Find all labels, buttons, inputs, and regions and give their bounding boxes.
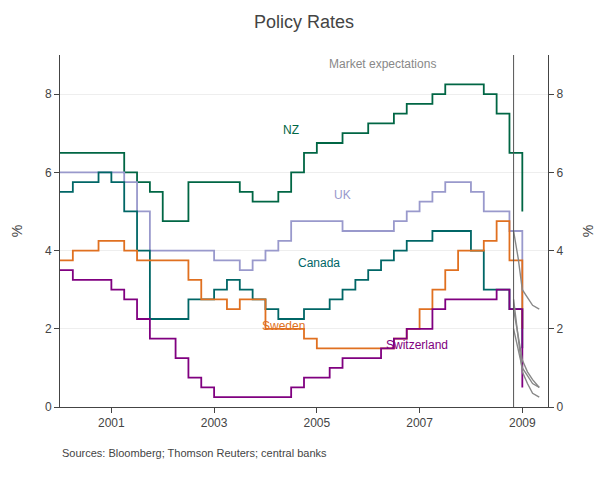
svg-text:0: 0 bbox=[556, 400, 563, 414]
svg-text:Sweden: Sweden bbox=[262, 319, 305, 333]
svg-text:2007: 2007 bbox=[406, 416, 433, 430]
svg-text:2009: 2009 bbox=[509, 416, 536, 430]
svg-text:%: % bbox=[9, 225, 25, 237]
svg-text:6: 6 bbox=[556, 166, 563, 180]
svg-text:8: 8 bbox=[45, 87, 52, 101]
svg-text:Switzerland: Switzerland bbox=[386, 338, 448, 352]
svg-text:4: 4 bbox=[556, 244, 563, 258]
svg-text:Policy Rates: Policy Rates bbox=[254, 12, 354, 32]
svg-text:Sources: Bloomberg; Thomson Re: Sources: Bloomberg; Thomson Reuters; cen… bbox=[62, 447, 327, 459]
svg-text:2001: 2001 bbox=[98, 416, 125, 430]
svg-text:UK: UK bbox=[334, 188, 351, 202]
svg-text:4: 4 bbox=[45, 244, 52, 258]
svg-text:2003: 2003 bbox=[201, 416, 228, 430]
svg-text:Canada: Canada bbox=[298, 256, 340, 270]
svg-text:8: 8 bbox=[556, 87, 563, 101]
svg-text:0: 0 bbox=[45, 400, 52, 414]
svg-text:NZ: NZ bbox=[283, 123, 299, 137]
svg-text:Market expectations: Market expectations bbox=[329, 57, 436, 71]
svg-text:%: % bbox=[580, 225, 596, 237]
svg-text:2: 2 bbox=[45, 322, 52, 336]
svg-text:2005: 2005 bbox=[303, 416, 330, 430]
svg-text:2: 2 bbox=[556, 322, 563, 336]
svg-text:6: 6 bbox=[45, 166, 52, 180]
